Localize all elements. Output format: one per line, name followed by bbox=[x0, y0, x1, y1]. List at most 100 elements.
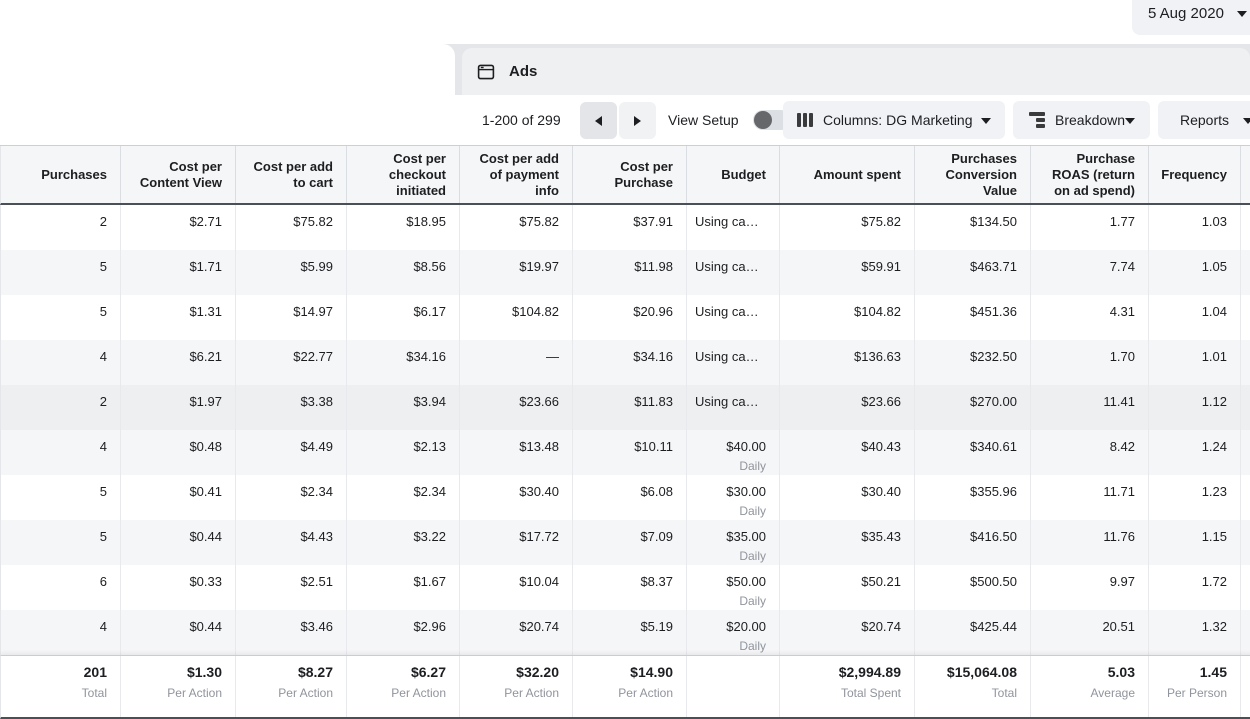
table-row[interactable]: 6 $0.33 $2.51 $1.67 $10.04 $8.37 $50.00 Daily $5… bbox=[1, 565, 1250, 610]
cell-cost_per_content_view: $0.33 bbox=[121, 565, 236, 610]
cell-purchases_conversion_value: $270.00 bbox=[915, 385, 1031, 430]
breakdown-button[interactable]: Breakdown bbox=[1013, 101, 1150, 139]
column-header-label: Purchase ROAS (return on ad spend) bbox=[1051, 150, 1135, 198]
column-header-label: Purchases bbox=[41, 166, 107, 182]
cell-cost_per_purchase: $6.08 bbox=[573, 475, 687, 520]
column-header-cost_per_checkout_initiated[interactable]: Cost per checkout initiated bbox=[347, 146, 460, 203]
cell-purchases_conversion_value: $425.44 bbox=[915, 610, 1031, 655]
cell-value: $40.00 bbox=[726, 439, 766, 454]
column-header-label: Cost per Content View bbox=[139, 158, 222, 190]
cell-purchase_roas: 20.51 bbox=[1031, 610, 1149, 655]
cell-frequency: 1.12 bbox=[1149, 385, 1241, 430]
cell-cost_per_add_of_payment_info: $23.66 bbox=[460, 385, 573, 430]
column-header-purchases[interactable]: Purchases bbox=[1, 146, 121, 203]
column-header-cost_per_purchase[interactable]: Cost per Purchase bbox=[573, 146, 687, 203]
column-header-overflow bbox=[1241, 146, 1250, 203]
table-row[interactable]: 5 $0.41 $2.34 $2.34 $30.40 $6.08 $30.00 Daily $3… bbox=[1, 475, 1250, 520]
cell-purchases: 5 bbox=[1, 520, 121, 565]
column-header-cost_per_content_view[interactable]: Cost per Content View bbox=[121, 146, 236, 203]
column-header-amount_spent[interactable]: Amount spent bbox=[780, 146, 915, 203]
total-value: $32.20 bbox=[516, 664, 559, 680]
total-cell-cost_per_content_view: $1.30 Per Action bbox=[121, 656, 236, 717]
table-row[interactable]: 2 $2.71 $75.82 $18.95 $75.82 $37.91 Using ca… $… bbox=[1, 205, 1250, 250]
table-row[interactable]: 4 $6.21 $22.77 $34.16— $34.16 Using ca… $136.6… bbox=[1, 340, 1250, 385]
cell-cost_per_purchase: $20.96 bbox=[573, 295, 687, 340]
date-range-button[interactable]: 5 Aug 2020 bbox=[1132, 0, 1250, 35]
table-row[interactable]: 4 $0.44 $3.46 $2.96 $20.74 $5.19 $20.00 Daily $2… bbox=[1, 610, 1250, 655]
next-page-button[interactable] bbox=[619, 102, 656, 139]
total-cell-purchases: 201 Total bbox=[1, 656, 121, 717]
cell-sublabel: Daily bbox=[739, 459, 766, 473]
cell-cost_per_checkout_initiated: $3.22 bbox=[347, 520, 460, 565]
table-row[interactable]: 2 $1.97 $3.38 $3.94 $23.66 $11.83 Using ca… $23… bbox=[1, 385, 1250, 430]
tab-ads-label: Ads bbox=[509, 63, 538, 80]
cell-cost_per_checkout_initiated: $3.94 bbox=[347, 385, 460, 430]
cell-frequency: 1.72 bbox=[1149, 565, 1241, 610]
total-value: $1.30 bbox=[186, 664, 222, 680]
cell-cost_per_purchase: $8.37 bbox=[573, 565, 687, 610]
reports-button[interactable]: Reports bbox=[1158, 101, 1250, 139]
cell-cost_per_checkout_initiated: $8.56 bbox=[347, 250, 460, 295]
columns-button-label: Columns: bbox=[823, 112, 883, 128]
cell-purchase_roas: 11.76 bbox=[1031, 520, 1149, 565]
cell-purchase_roas: 1.77 bbox=[1031, 205, 1149, 250]
table-row[interactable]: 5 $1.71 $5.99 $8.56 $19.97 $11.98 Using ca… $59… bbox=[1, 250, 1250, 295]
cell-overflow bbox=[1241, 565, 1250, 610]
view-setup-label: View Setup bbox=[668, 112, 739, 128]
breakdown-icon bbox=[1029, 112, 1045, 128]
columns-button-value: DG Marketing bbox=[886, 112, 973, 128]
cell-frequency: 1.32 bbox=[1149, 610, 1241, 655]
total-cell-purchase_roas: 5.03 Average bbox=[1031, 656, 1149, 717]
total-cell-cost_per_add_of_payment_info: $32.20 Per Action bbox=[460, 656, 573, 717]
cell-frequency: 1.15 bbox=[1149, 520, 1241, 565]
column-header-budget[interactable]: Budget bbox=[687, 146, 780, 203]
cell-cost_per_add_to_cart: $2.34 bbox=[236, 475, 347, 520]
total-value: $8.27 bbox=[297, 664, 333, 680]
chevron-down-icon bbox=[1125, 118, 1136, 124]
total-sublabel: Total Spent bbox=[840, 686, 901, 700]
cell-purchase_roas: 1.70 bbox=[1031, 340, 1149, 385]
cell-budget: $40.00 Daily bbox=[687, 430, 780, 475]
column-header-cost_per_add_to_cart[interactable]: Cost per add to cart bbox=[236, 146, 347, 203]
cell-purchases: 5 bbox=[1, 250, 121, 295]
column-header-cost_per_add_of_payment_info[interactable]: Cost per add of payment info bbox=[460, 146, 573, 203]
column-header-purchase_roas[interactable]: Purchase ROAS (return on ad spend) bbox=[1031, 146, 1149, 203]
cell-purchase_roas: 4.31 bbox=[1031, 295, 1149, 340]
tab-active-blank[interactable] bbox=[0, 44, 455, 95]
total-sublabel: Total bbox=[81, 686, 107, 700]
view-setup-toggle[interactable] bbox=[753, 110, 791, 130]
toolbar: 1-200 of 299 View Setup Columns: DG Mark… bbox=[0, 95, 1250, 146]
table-row[interactable]: 5 $0.44 $4.43 $3.22 $17.72 $7.09 $35.00 Daily $3… bbox=[1, 520, 1250, 565]
cell-amount_spent: $59.91 bbox=[780, 250, 915, 295]
cell-cost_per_checkout_initiated: $34.16 bbox=[347, 340, 460, 385]
cell-cost_per_add_of_payment_info: $10.04 bbox=[460, 565, 573, 610]
cell-cost_per_checkout_initiated: $6.17 bbox=[347, 295, 460, 340]
cell-purchases: 2 bbox=[1, 205, 121, 250]
cell-overflow bbox=[1241, 610, 1250, 655]
cell-cost_per_add_of_payment_info: $17.72 bbox=[460, 520, 573, 565]
cell-cost_per_purchase: $37.91 bbox=[573, 205, 687, 250]
column-header-purchases_conversion_value[interactable]: Purchases Conversion Value bbox=[915, 146, 1031, 203]
table-row[interactable]: 4 $0.48 $4.49 $2.13 $13.48 $10.11 $40.00 Daily $… bbox=[1, 430, 1250, 475]
total-cell-budget bbox=[687, 656, 780, 717]
previous-page-button[interactable] bbox=[580, 102, 617, 139]
cell-cost_per_content_view: $2.71 bbox=[121, 205, 236, 250]
cell-purchases: 4 bbox=[1, 430, 121, 475]
columns-button[interactable]: Columns: DG Marketing bbox=[783, 101, 1005, 139]
total-sublabel: Per Action bbox=[167, 686, 222, 700]
cell-cost_per_content_view: $1.97 bbox=[121, 385, 236, 430]
cell-cost_per_content_view: $0.41 bbox=[121, 475, 236, 520]
cell-sublabel: Daily bbox=[739, 639, 766, 653]
cell-budget: Using ca… bbox=[687, 340, 780, 385]
cell-budget: Using ca… bbox=[687, 385, 780, 430]
tab-ads[interactable]: Ads bbox=[462, 48, 1250, 95]
table-row[interactable]: 5 $1.31 $14.97 $6.17 $104.82 $20.96 Using ca… $… bbox=[1, 295, 1250, 340]
cell-overflow bbox=[1241, 430, 1250, 475]
cell-cost_per_add_of_payment_info: $19.97 bbox=[460, 250, 573, 295]
cell-cost_per_content_view: $0.44 bbox=[121, 610, 236, 655]
cell-value: $50.00 bbox=[726, 574, 766, 589]
cell-cost_per_purchase: $10.11 bbox=[573, 430, 687, 475]
cell-frequency: 1.23 bbox=[1149, 475, 1241, 520]
column-header-frequency[interactable]: Frequency bbox=[1149, 146, 1241, 203]
cell-cost_per_add_to_cart: $75.82 bbox=[236, 205, 347, 250]
